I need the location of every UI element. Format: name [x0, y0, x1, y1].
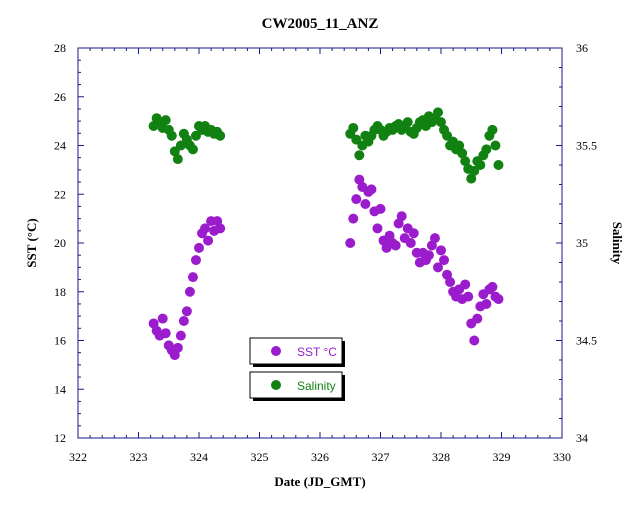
y-tick-label: 12: [54, 431, 66, 445]
x-tick-label: 323: [130, 450, 148, 464]
legend-label-sst: SST °C: [297, 345, 337, 359]
sst-point: [487, 281, 498, 292]
legend-marker-salinity: [271, 380, 281, 390]
sst-point: [181, 306, 192, 317]
y2-tick-label: 34.5: [576, 334, 597, 348]
sst-point: [360, 199, 371, 209]
sst-point: [157, 313, 168, 324]
sst-point: [481, 298, 492, 309]
salinity-point: [432, 107, 443, 118]
sst-point: [184, 286, 195, 297]
sst-point: [469, 335, 480, 346]
sst-point: [493, 294, 504, 305]
salinity-point: [454, 140, 465, 151]
sst-point: [408, 228, 419, 239]
sst-point: [432, 262, 443, 273]
sst-point: [460, 279, 471, 290]
sst-point: [375, 203, 386, 214]
y-tick-label: 24: [54, 139, 66, 153]
sst-series: [148, 174, 504, 361]
sst-point: [366, 184, 377, 195]
sst-point: [429, 233, 440, 244]
sst-point: [175, 330, 186, 341]
chart-title: CW2005_11_ANZ: [262, 16, 379, 32]
y2-tick-label: 34: [576, 431, 588, 445]
x-tick-label: 326: [311, 450, 329, 464]
y-axis-label: SST (°C): [24, 218, 39, 267]
x-tick-label: 327: [372, 450, 390, 464]
x-tick-label: 325: [251, 450, 269, 464]
sst-point: [203, 235, 214, 246]
sst-point: [187, 272, 198, 283]
salinity-point: [460, 156, 471, 167]
sst-point: [160, 328, 171, 339]
salinity-point: [354, 150, 365, 161]
y-tick-label: 14: [54, 382, 66, 396]
x-tick-label: 322: [69, 450, 87, 464]
sst-point: [463, 291, 474, 302]
y2-tick-label: 35: [576, 236, 588, 250]
salinity-series: [148, 107, 504, 184]
salinity-point: [215, 130, 226, 141]
sst-point: [190, 255, 201, 266]
sst-point: [215, 223, 226, 234]
sst-point: [396, 211, 407, 222]
y2-tick-label: 35.5: [576, 139, 597, 153]
sst-point: [436, 245, 446, 256]
salinity-point: [160, 115, 171, 126]
sst-point: [439, 255, 450, 266]
salinity-point: [475, 160, 486, 170]
y-tick-label: 28: [54, 41, 66, 55]
x-axis: 322 323 324 325 326 327 328 329 330: [69, 48, 571, 464]
y-tick-label: 22: [54, 187, 66, 201]
sst-point: [178, 316, 189, 326]
salinity-point: [436, 117, 446, 128]
salinity-point: [481, 144, 492, 155]
salinity-point: [466, 173, 477, 184]
sst-point: [351, 194, 362, 205]
sst-point: [194, 242, 204, 253]
sst-point: [405, 238, 416, 248]
y-axis-right: 34 34.5 35 35.5 36: [556, 41, 597, 445]
salinity-point: [172, 154, 183, 165]
legend-item-sst: SST °C: [249, 337, 345, 367]
x-tick-label: 329: [493, 450, 511, 464]
x-tick-label: 324: [190, 450, 208, 464]
sst-point: [172, 342, 183, 353]
sst-point: [348, 213, 359, 224]
salinity-point: [166, 130, 177, 141]
legend-marker-sst: [271, 346, 281, 356]
x-axis-label: Date (JD_GMT): [274, 474, 365, 489]
y-tick-label: 18: [54, 285, 66, 299]
y-tick-label: 26: [54, 90, 66, 104]
sst-point: [423, 250, 434, 261]
salinity-point: [187, 144, 198, 155]
x-tick-label: 330: [553, 450, 571, 464]
salinity-point: [457, 148, 468, 159]
y-axis-left: 12 14 16 18 20 22 24 26 28: [54, 41, 84, 445]
salinity-point: [487, 124, 498, 135]
legend: SST °C Salinity: [249, 337, 345, 401]
sst-point: [372, 223, 383, 234]
salinity-point: [402, 117, 413, 128]
sst-point: [445, 277, 456, 287]
y2-axis-label: Salinity: [610, 222, 625, 265]
sst-point: [472, 313, 483, 324]
salinity-point: [493, 160, 504, 170]
sst-point: [390, 240, 401, 251]
salinity-point: [490, 140, 501, 151]
sst-point: [345, 238, 356, 248]
legend-label-salinity: Salinity: [297, 379, 336, 393]
sst-point: [200, 223, 211, 234]
y-tick-label: 20: [54, 236, 66, 250]
y2-tick-label: 36: [576, 41, 588, 55]
salinity-point: [348, 122, 359, 133]
x-tick-label: 328: [432, 450, 450, 464]
y-tick-label: 16: [54, 334, 66, 348]
legend-item-salinity: Salinity: [249, 371, 345, 401]
